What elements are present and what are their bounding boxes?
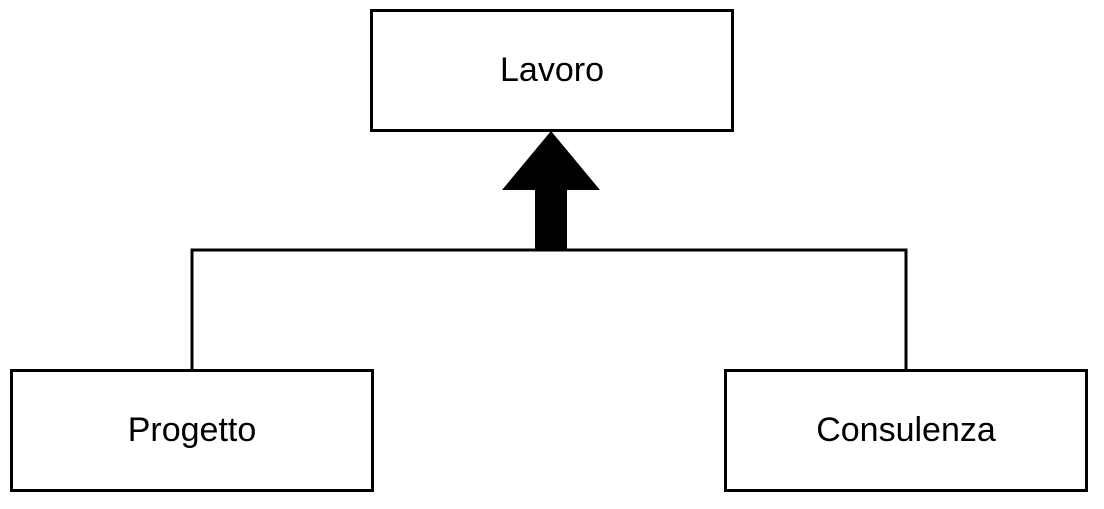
node-lavoro-label: Lavoro [500, 51, 604, 89]
node-consulenza[interactable]: Consulenza [724, 369, 1088, 492]
node-progetto-label: Progetto [127, 411, 257, 449]
connector-progetto-line [190, 248, 551, 369]
node-lavoro[interactable]: Lavoro [370, 9, 734, 132]
node-consulenza-label: Consulenza [816, 411, 996, 449]
node-progetto[interactable]: Progetto [10, 369, 374, 492]
connector-consulenza-line [551, 248, 908, 369]
inheritance-arrow-icon [502, 131, 600, 251]
